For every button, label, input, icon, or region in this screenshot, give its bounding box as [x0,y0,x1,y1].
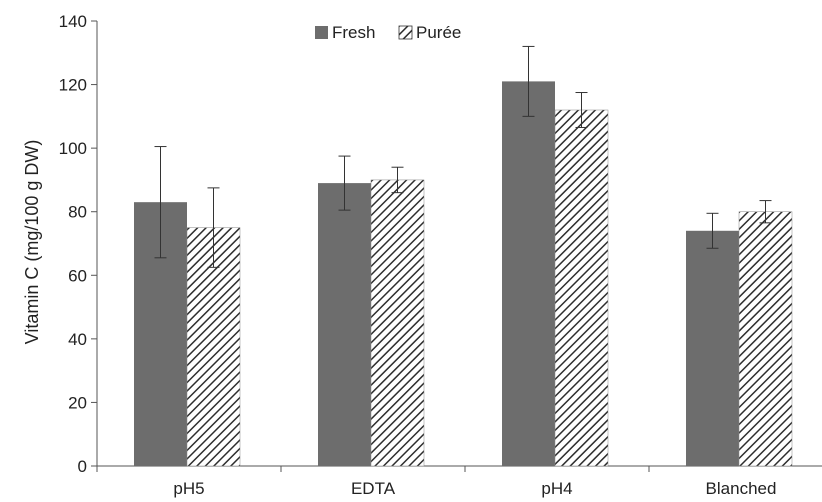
legend-label: Fresh [332,23,375,42]
y-tick-label: 20 [68,393,87,412]
x-tick-label: pH4 [541,479,572,498]
x-tick-label: EDTA [351,479,396,498]
y-tick-label: 60 [68,266,87,285]
axes: 0 20 40 60 80 100 120 140 pH5 EDTA pH4 Blanched [59,12,822,498]
bar [686,230,739,466]
legend: Fresh Purée [315,23,461,42]
bar [554,109,609,467]
legend-swatch [398,25,413,40]
bar [318,183,371,466]
y-tick-label: 40 [68,330,87,349]
y-tick-label: 80 [68,203,87,222]
x-tick-label: pH5 [173,479,204,498]
y-tick-label: 0 [78,457,87,476]
y-tick-label: 140 [59,12,87,31]
bar [502,81,555,467]
x-tick-label: Blanched [706,479,777,498]
bar [738,211,793,467]
y-tick-label: 120 [59,76,87,95]
legend-label: Purée [416,23,461,42]
bar [370,179,425,467]
y-tick-label: 100 [59,139,87,158]
legend-swatch [315,26,328,39]
bars [134,81,793,467]
y-axis-title: Vitamin C (mg/100 g DW) [22,140,42,345]
error-bars [154,45,772,268]
